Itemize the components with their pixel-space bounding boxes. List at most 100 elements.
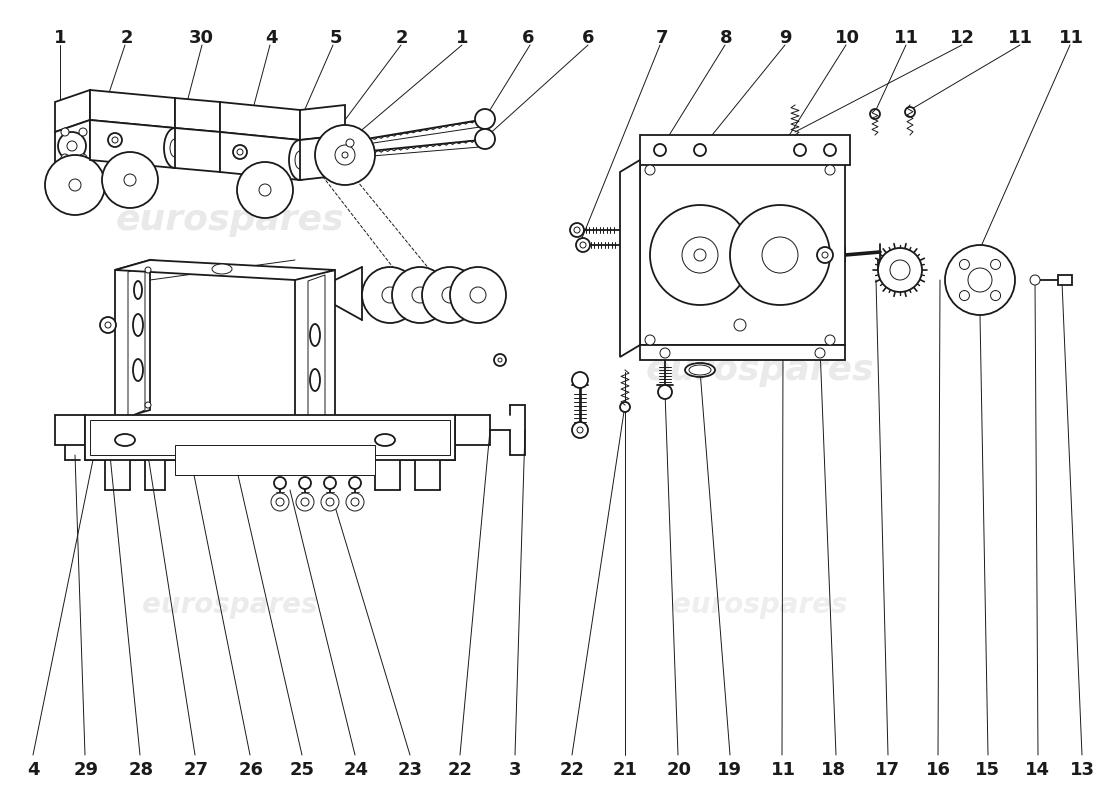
Text: 21: 21 [613,761,637,779]
Circle shape [112,137,118,143]
Circle shape [650,205,750,305]
Ellipse shape [133,314,143,336]
Circle shape [959,259,969,270]
Circle shape [299,477,311,489]
Text: 30: 30 [189,29,213,47]
Bar [175,445,375,475]
Text: 4: 4 [265,29,278,47]
Ellipse shape [289,140,311,180]
Ellipse shape [212,264,232,274]
Ellipse shape [295,151,305,169]
Text: 22: 22 [448,761,472,779]
Circle shape [498,358,502,362]
Polygon shape [308,275,324,427]
Circle shape [945,245,1015,315]
Circle shape [825,165,835,175]
Circle shape [58,132,86,160]
Polygon shape [640,345,845,360]
Circle shape [124,174,136,186]
Text: 25: 25 [290,761,315,779]
Text: 10: 10 [835,29,859,47]
Polygon shape [55,90,90,132]
Circle shape [1030,275,1040,285]
Circle shape [301,498,309,506]
Circle shape [145,402,151,408]
Circle shape [321,493,339,511]
Text: 22: 22 [560,761,584,779]
Circle shape [822,252,828,258]
Circle shape [274,477,286,489]
Circle shape [660,348,670,358]
Circle shape [271,493,289,511]
Circle shape [442,287,458,303]
Circle shape [682,237,718,273]
Circle shape [104,322,111,328]
Circle shape [991,259,1001,270]
Polygon shape [295,270,336,430]
Circle shape [450,267,506,323]
Ellipse shape [170,139,180,157]
Circle shape [100,317,116,333]
Circle shape [890,260,910,280]
Circle shape [236,149,243,155]
Circle shape [362,267,418,323]
Circle shape [296,493,314,511]
Circle shape [475,129,495,149]
Circle shape [580,242,586,248]
Ellipse shape [689,365,711,375]
Text: 2: 2 [120,29,133,47]
Circle shape [351,498,359,506]
Circle shape [578,427,583,433]
Circle shape [382,287,398,303]
Circle shape [494,354,506,366]
Circle shape [734,319,746,331]
Text: 6: 6 [521,29,535,47]
Circle shape [824,144,836,156]
Circle shape [991,290,1001,301]
Circle shape [346,139,354,147]
Text: 15: 15 [976,761,1000,779]
Circle shape [45,155,104,215]
Bar [640,160,845,345]
Circle shape [69,179,81,191]
Text: 9: 9 [779,29,792,47]
Circle shape [315,125,375,185]
Polygon shape [300,135,345,180]
Polygon shape [175,98,220,132]
Text: eurospares: eurospares [142,591,318,619]
Circle shape [825,335,835,345]
Circle shape [572,422,588,438]
Polygon shape [620,160,640,357]
Circle shape [694,249,706,261]
Circle shape [412,287,428,303]
Circle shape [145,267,151,273]
Text: 26: 26 [239,761,263,779]
Polygon shape [300,105,345,140]
Ellipse shape [310,369,320,391]
Circle shape [815,348,825,358]
Text: 4: 4 [26,761,40,779]
Text: eurospares: eurospares [646,353,874,387]
Polygon shape [128,265,145,417]
Polygon shape [90,90,175,128]
Text: 11: 11 [1009,29,1033,47]
Text: 16: 16 [926,761,950,779]
Circle shape [67,141,77,151]
Ellipse shape [375,434,395,446]
Circle shape [645,165,654,175]
Circle shape [326,498,334,506]
Circle shape [79,128,87,136]
Circle shape [658,385,672,399]
Circle shape [470,287,486,303]
Circle shape [236,162,293,218]
Circle shape [905,107,915,117]
Circle shape [968,268,992,292]
Text: eurospares: eurospares [116,203,344,237]
Text: 23: 23 [398,761,422,779]
Text: 12: 12 [950,29,975,47]
Text: 11: 11 [894,29,918,47]
Polygon shape [220,132,300,180]
Bar [90,420,450,455]
Circle shape [108,133,122,147]
Text: eurospares: eurospares [672,591,848,619]
